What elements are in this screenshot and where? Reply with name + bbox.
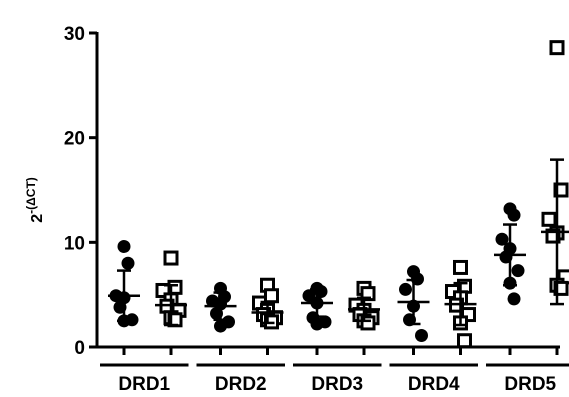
svg-text:2-(ΔCT): 2-(ΔCT) [24,177,46,223]
data-point [507,292,521,306]
data-point [214,319,227,333]
data-point [163,250,179,266]
x-tick-label: DRD4 [408,374,460,395]
data-point [415,328,428,342]
x-tick-label: DRD1 [118,374,170,395]
x-tick-label: DRD2 [215,374,267,395]
data-point [495,232,509,246]
x-tick-label: DRD5 [504,374,556,395]
x-tick-label: DRD3 [311,374,363,395]
data-point [117,240,131,254]
data-point [511,264,525,278]
y-label-exponent: -(ΔCT) [24,177,38,214]
y-tick-label: 30 [64,24,85,45]
y-tick-label: 10 [64,233,85,254]
data-point [457,333,472,349]
y-axis-label: 2-(ΔCT) [24,177,46,223]
y-tick-label: 20 [64,129,85,150]
data-point [399,282,412,296]
data-point [310,317,324,331]
y-label-base: 2 [29,214,46,223]
data-point [549,40,565,56]
data-point [541,211,557,227]
data-point [264,288,279,304]
y-tick-label: 0 [74,338,85,359]
data-point [121,256,135,270]
data-point [507,208,521,222]
data-point [453,259,468,275]
